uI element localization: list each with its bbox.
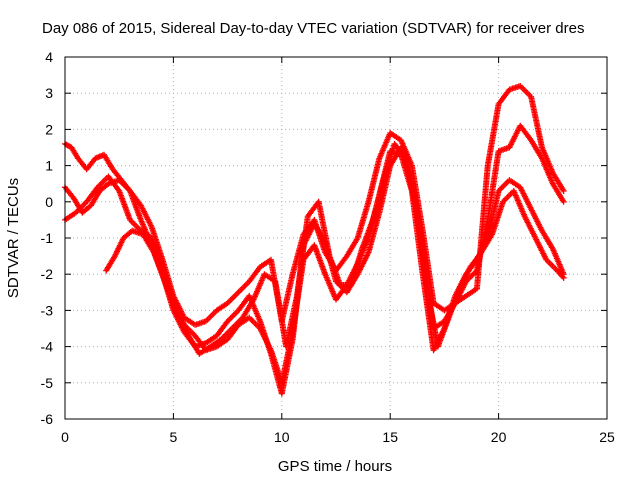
y-tick-label: 0: [45, 194, 53, 210]
y-axis-label: SDTVAR / TECUs: [5, 178, 22, 298]
x-tick-label: 20: [491, 429, 507, 445]
axis-ticks: [64, 56, 608, 420]
y-tick-label: -3: [41, 302, 54, 318]
y-tick-label: 1: [45, 158, 53, 174]
y-tick-label: -2: [41, 266, 54, 282]
data-points: [62, 82, 567, 397]
y-tick-label: -5: [41, 375, 54, 391]
series-track-3: [62, 148, 567, 386]
y-tick-label: -4: [41, 339, 54, 355]
y-tick-label: 3: [45, 85, 53, 101]
x-tick-label: 25: [599, 429, 615, 445]
data-point: [560, 274, 567, 281]
x-tick-label: 0: [61, 429, 69, 445]
series-track-4: [103, 140, 567, 357]
chart-title: Day 086 of 2015, Sidereal Day-to-day VTE…: [42, 20, 584, 37]
x-tick-label: 15: [382, 429, 398, 445]
y-tick-label: -6: [41, 411, 54, 427]
x-tick-label: 5: [170, 429, 178, 445]
x-axis-label: GPS time / hours: [278, 458, 392, 475]
y-tick-label: 2: [45, 121, 53, 137]
data-point: [560, 198, 567, 205]
y-tick-labels: 4 3 2 1 0 -1 -2 -3 -4 -5 -6: [41, 49, 54, 427]
data-point: [560, 187, 567, 194]
y-tick-label: 4: [45, 49, 53, 65]
y-tick-label: -1: [41, 230, 54, 246]
x-tick-labels: 0 5 10 15 20 25: [61, 429, 615, 445]
x-tick-label: 10: [274, 429, 290, 445]
